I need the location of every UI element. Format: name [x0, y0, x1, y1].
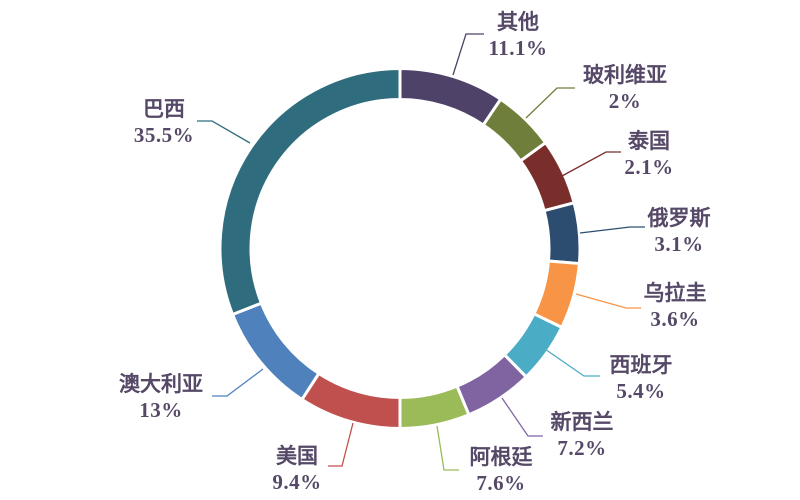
leader-line-other	[452, 33, 484, 76]
leader-line-thailand	[561, 151, 621, 177]
leader-line-brazil	[197, 120, 251, 144]
leader-line-usa	[328, 422, 354, 467]
leader-line-spain	[541, 346, 600, 377]
leader-line-new-zealand	[501, 397, 543, 437]
donut-segment-usa	[299, 371, 402, 431]
leader-line-bolivia	[525, 87, 575, 119]
donut-segments	[218, 66, 582, 431]
donut-segment-brazil	[218, 66, 402, 317]
leader-line-australia	[212, 368, 264, 397]
donut-segment-argentina	[398, 384, 471, 431]
donut-segment-australia	[230, 301, 321, 402]
leader-line-argentina	[436, 425, 459, 471]
donut-segment-other	[398, 66, 503, 128]
donut-segment-russia	[542, 200, 582, 266]
leader-lines	[197, 33, 645, 471]
leader-line-russia	[579, 226, 645, 234]
leader-line-uruguay	[575, 293, 641, 309]
